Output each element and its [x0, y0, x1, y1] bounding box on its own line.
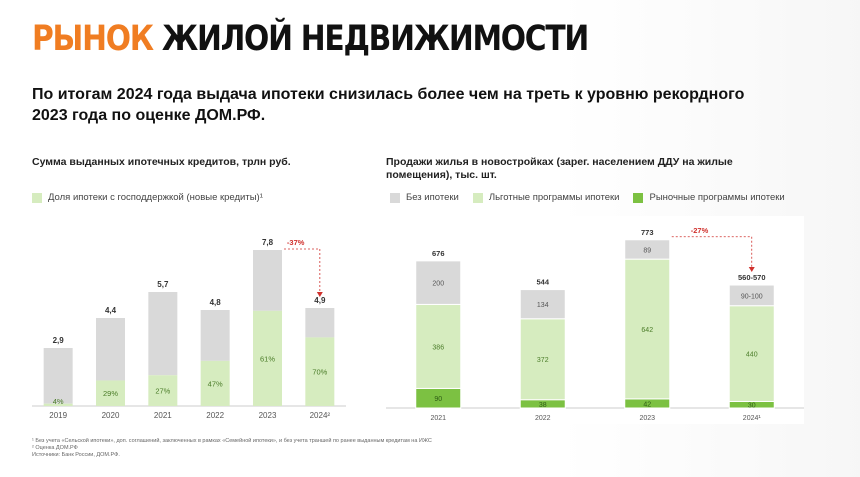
- x-tick-label: 2023: [259, 411, 277, 420]
- new-build-sales-chart: 90 386 200 676 2021 38 372 134 544 2022 42 642 89 773…: [386, 226, 804, 422]
- bar-no-mortgage: [519, 289, 566, 320]
- x-tick-label: 2021: [154, 411, 172, 420]
- x-tick-label: 2021: [430, 415, 446, 422]
- bar-state-support: [148, 375, 178, 406]
- legend-swatch: [472, 192, 483, 203]
- legend-item-no-mortgage: Без ипотеки: [390, 192, 459, 203]
- mortgage-volume-chart: 4% 2,9 2019 29% 4,4 2020 27% 5,7 2021 47% 4,8 2022 6…: [32, 238, 346, 420]
- legend-item-market: Рыночные программы ипотеки: [633, 192, 785, 203]
- legend-swatch: [633, 192, 644, 203]
- total-label: 5,7: [157, 280, 169, 289]
- annotation-label: -27%: [691, 226, 709, 235]
- bar-no-mortgage: [728, 284, 775, 307]
- page-title-accent: РЫНОК: [32, 19, 154, 59]
- segment-label: 440: [746, 352, 758, 359]
- share-label: 4%: [53, 397, 64, 406]
- total-label: 4,8: [210, 298, 222, 307]
- x-tick-label: 2024²: [310, 411, 331, 420]
- footnote-1: ¹ Без учета «Сельской ипотеки», доп. сог…: [32, 438, 432, 444]
- x-tick-label: 2022: [206, 411, 224, 420]
- bar-state-support: [253, 310, 282, 406]
- share-label: 61%: [260, 354, 275, 363]
- total-label: 4,9: [314, 296, 326, 305]
- footnote-source: Источники: Банк России, ДОМ.РФ.: [32, 452, 120, 458]
- total-label: 773: [641, 228, 654, 237]
- legend-swatch: [32, 192, 42, 203]
- share-label: 47%: [208, 379, 223, 388]
- chart-right-legend: Без ипотеки Льготные программы ипотеки Р…: [390, 192, 785, 203]
- bar-preferential: [519, 318, 566, 401]
- footnotes: ¹ Без учета «Сельской ипотеки», доп. сог…: [32, 438, 432, 459]
- annotation-arrow: [748, 267, 755, 273]
- legend-item-preferential: Льготные программы ипотеки: [472, 192, 620, 203]
- x-tick-label: 2022: [535, 415, 551, 422]
- total-label: 4,4: [105, 306, 117, 315]
- segment-label: 90: [434, 396, 442, 403]
- share-label: 29%: [103, 389, 118, 398]
- chart-left-title: Сумма выданных ипотечных кредитов, трлн …: [32, 156, 291, 168]
- chart-right-title: Продажи жилья в новостройках (зарег. нас…: [386, 156, 733, 181]
- chart-right-panel: 90 386 200 676 2021 38 372 134 544 2022 42 642 89 773…: [386, 216, 804, 424]
- bar-state-support: [43, 403, 73, 406]
- legend-label: Без ипотеки: [406, 192, 459, 203]
- segment-label: 372: [537, 357, 549, 364]
- bar-total: [253, 250, 282, 311]
- bar-total: [148, 292, 178, 376]
- segment-label: 200: [432, 281, 444, 288]
- segment-label: 30: [748, 403, 756, 410]
- annotation-label: -37%: [287, 238, 305, 247]
- bar-no-mortgage: [624, 239, 671, 260]
- share-label: 27%: [155, 387, 170, 396]
- share-label: 70%: [312, 368, 327, 377]
- total-label: 544: [536, 278, 549, 287]
- legend-label: Рыночные программы ипотеки: [649, 192, 785, 203]
- bar-no-mortgage: [415, 260, 462, 305]
- segment-label: 90-100: [741, 293, 763, 300]
- bar-state-support: [200, 360, 230, 406]
- bar-state-support: [305, 337, 335, 406]
- total-label: 7,8: [262, 238, 274, 247]
- total-label: 560-570: [738, 273, 766, 282]
- segment-label: 642: [641, 327, 653, 334]
- segment-label: 386: [432, 344, 444, 351]
- legend-label: Льготные программы ипотеки: [488, 192, 620, 203]
- chart-left-legend: Доля ипотеки с господдержкой (новые кред…: [32, 192, 263, 203]
- legend-item-state-support: Доля ипотеки с господдержкой (новые кред…: [32, 192, 263, 203]
- segment-label: 38: [539, 402, 547, 409]
- bar-preferential: [624, 258, 671, 400]
- x-tick-label: 2019: [49, 411, 67, 420]
- annotation-arrow: [316, 292, 323, 297]
- x-tick-label: 2024¹: [743, 415, 762, 422]
- x-tick-label: 2020: [102, 411, 120, 420]
- segment-label: 42: [643, 401, 651, 408]
- bar-total: [305, 308, 335, 338]
- bar-preferential: [728, 305, 775, 402]
- page-title-rest: ЖИЛОЙ НЕДВИЖИМОСТИ: [161, 19, 589, 59]
- segment-label: 134: [537, 302, 549, 309]
- total-label: 676: [432, 249, 445, 258]
- page-subtitle: По итогам 2024 года выдача ипотеки снизи…: [32, 86, 745, 124]
- total-label: 2,9: [53, 336, 65, 345]
- bar-total: [43, 348, 73, 404]
- bar-preferential: [415, 303, 462, 389]
- legend-label: Доля ипотеки с господдержкой (новые кред…: [48, 192, 263, 203]
- bar-total: [200, 310, 230, 361]
- footnote-2: ² Оценка ДОМ.РФ: [32, 445, 78, 451]
- bar-state-support: [96, 380, 125, 406]
- page-title: РЫНОК ЖИЛОЙ НЕДВИЖИМОСТИ: [32, 16, 589, 62]
- chart-left-panel: 4% 2,9 2019 29% 4,4 2020 27% 5,7 2021 47% 4,8 2022 6…: [32, 216, 346, 424]
- bar-total: [96, 318, 125, 381]
- segment-label: 89: [643, 247, 651, 254]
- x-tick-label: 2023: [639, 415, 655, 422]
- legend-swatch: [390, 192, 400, 203]
